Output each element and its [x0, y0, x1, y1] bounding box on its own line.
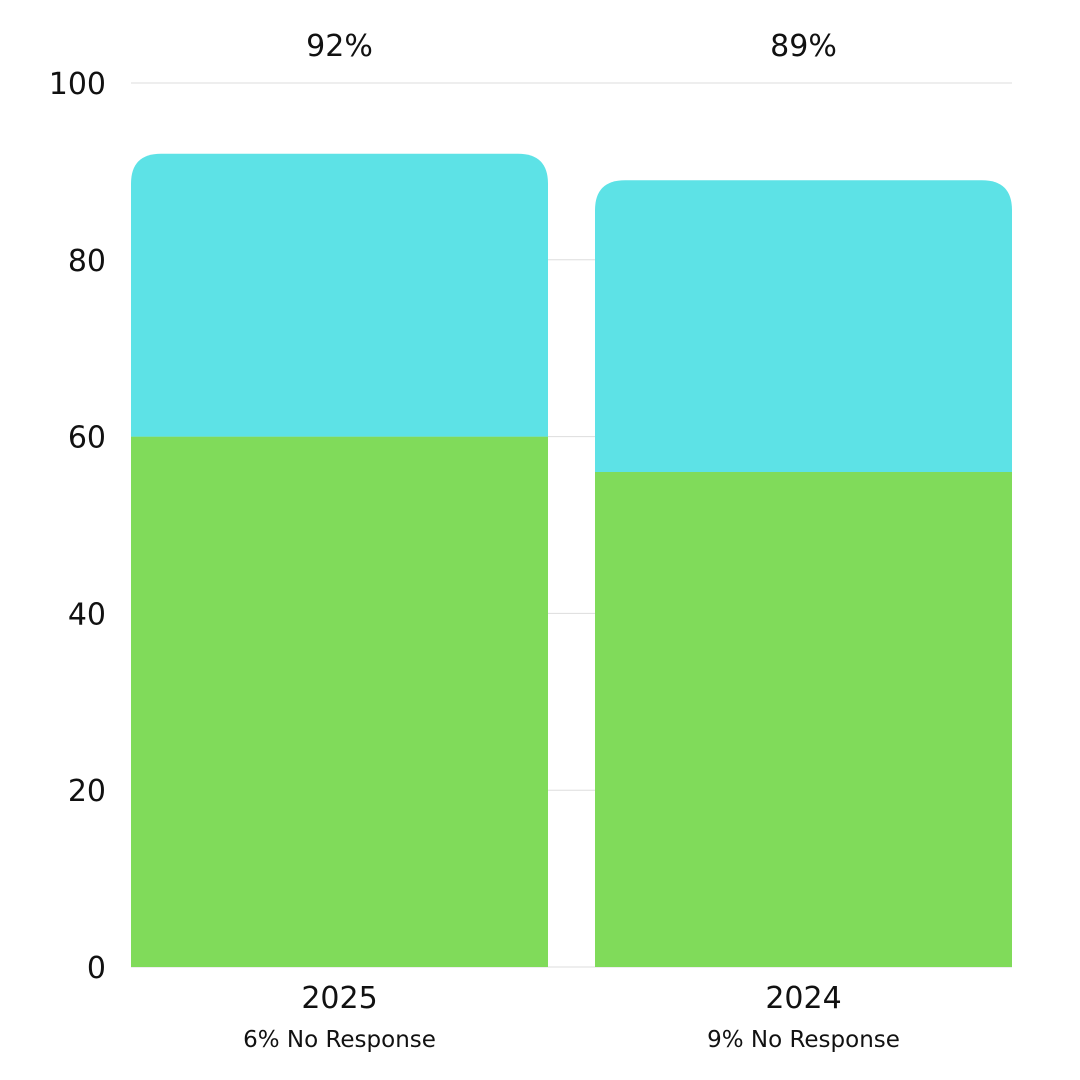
y-tick-label: 60: [68, 421, 106, 456]
y-tick-label: 0: [87, 951, 106, 986]
y-tick-label: 20: [68, 774, 106, 809]
x-sublabel: 6% No Response: [243, 1027, 436, 1053]
x-sublabel: 9% No Response: [707, 1027, 900, 1053]
y-tick-label: 40: [68, 597, 106, 632]
bar-total-label: 89%: [770, 29, 837, 64]
y-tick-label: 100: [49, 67, 106, 102]
labels: 0 20 40 60 80 100 92% 2025 6% No Response 89% 2024…: [49, 29, 900, 1053]
y-tick-label: 80: [68, 244, 106, 279]
bar-segment-2025-1: [131, 153, 548, 437]
bar-segment-2024-0: [595, 471, 1012, 967]
bar-segment-2025-0: [131, 436, 548, 968]
bar-segment-2024-1: [595, 180, 1012, 472]
x-category-label: 2025: [301, 981, 377, 1016]
bar-total-label: 92%: [306, 29, 373, 64]
bars: [131, 153, 1012, 968]
x-category-label: 2024: [765, 981, 841, 1016]
